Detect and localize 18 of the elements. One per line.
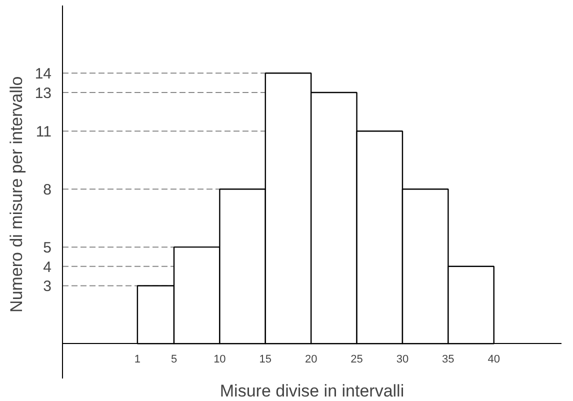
x-tick-label: 25 [350,354,363,366]
x-tick-label: 10 [214,354,226,366]
x-tick-label: 40 [488,354,500,366]
y-tick-label: 13 [34,84,52,102]
y-tick-label: 11 [36,124,52,141]
x-axis-title: Misure divise in intervalli [220,382,404,400]
y-tick-label: 14 [34,66,52,83]
y-axis-title: Numero di misure per intervallo [6,76,26,312]
x-tick-label: 15 [259,354,272,366]
x-tick-label: 35 [442,354,454,366]
y-tick-label: 4 [43,258,52,276]
x-tick-label: 5 [170,354,178,366]
y-tick-label: 5 [43,240,52,257]
x-tick-label: 1 [134,354,141,366]
y-tick-label: 3 [43,278,52,296]
x-tick-label: 30 [396,354,409,366]
x-tick-label: 20 [304,354,318,366]
y-tick-label: 8 [43,182,52,199]
